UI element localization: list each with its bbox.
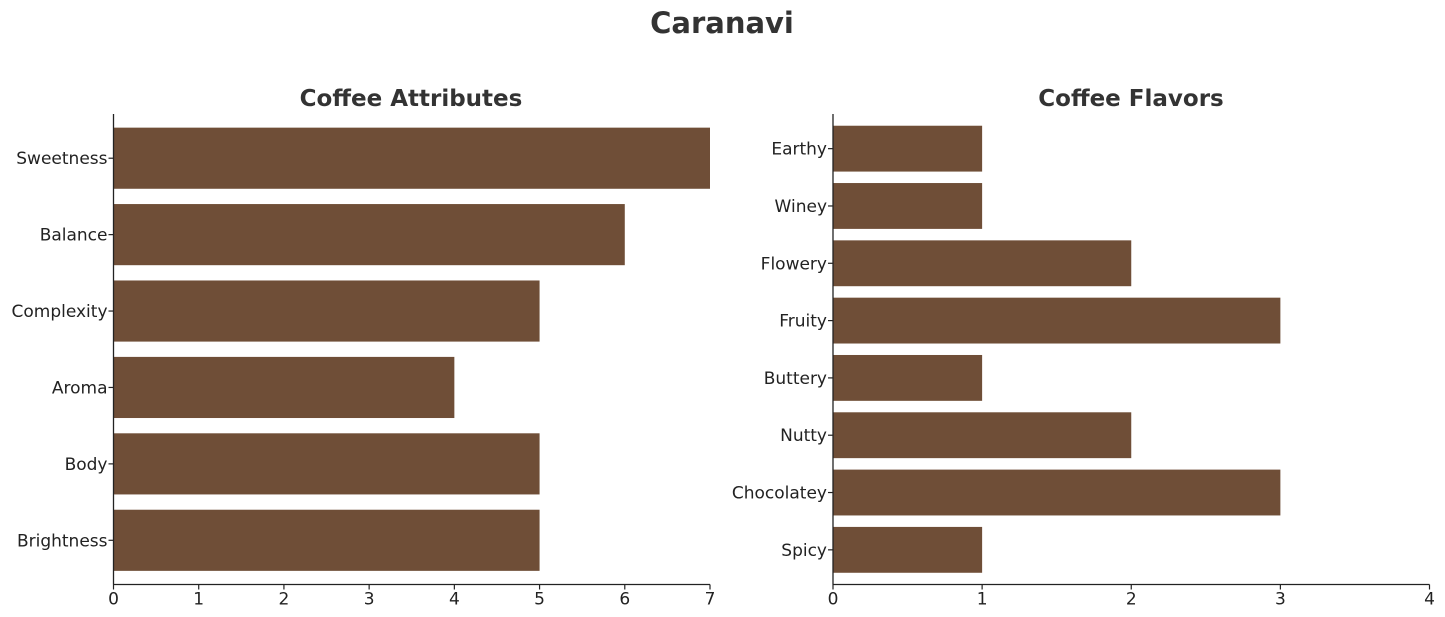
bar-sweetness xyxy=(113,127,710,189)
x-tick-label: 2 xyxy=(279,590,290,610)
y-tick-label-spicy: Spicy xyxy=(781,541,827,561)
bar-fruity xyxy=(833,297,1281,344)
x-tick-label: 3 xyxy=(1275,590,1286,610)
bar-winey xyxy=(833,183,983,229)
bar-balance xyxy=(113,204,625,266)
y-tick-label-chocolatey: Chocolatey xyxy=(732,484,827,504)
bar-flowery xyxy=(833,240,1132,287)
y-tick-label-complexity: Complexity xyxy=(11,302,107,322)
panel-title-attributes: Coffee Attributes xyxy=(300,86,523,112)
y-tick-label-sweetness: Sweetness xyxy=(16,149,107,169)
x-tick-label: 1 xyxy=(977,590,988,610)
y-tick-label-body: Body xyxy=(65,455,108,475)
bar-buttery xyxy=(833,354,983,401)
y-tick-label-brightness: Brightness xyxy=(17,531,108,551)
y-tick-label-nutty: Nutty xyxy=(780,426,827,446)
x-tick-label: 4 xyxy=(1424,590,1435,610)
flavors-bars: Earthy Winey Flowery Fruity Buttery Nutty Choc… xyxy=(732,114,1435,610)
y-tick-label-fruity: Fruity xyxy=(779,312,827,332)
panel-coffee-attributes: Coffee Attributes Sweetness Balance Comple… xyxy=(11,86,715,610)
x-tick-label: 5 xyxy=(534,590,545,610)
x-tick-label: 2 xyxy=(1126,590,1137,610)
bar-spicy xyxy=(833,526,983,573)
y-tick-label-winey: Winey xyxy=(775,197,827,217)
x-tick-label: 6 xyxy=(619,590,630,610)
bar-body xyxy=(113,433,540,495)
panel-coffee-flavors: Coffee Flavors Earthy Winey Flowery Fruity B… xyxy=(732,86,1435,610)
x-tick-label: 0 xyxy=(828,590,839,610)
x-tick-label: 4 xyxy=(449,590,460,610)
bar-nutty xyxy=(833,412,1132,459)
y-tick-label-balance: Balance xyxy=(40,226,108,246)
attributes-bars: Sweetness Balance Complexity Aroma Body Brigh… xyxy=(11,114,715,610)
bar-aroma xyxy=(113,356,455,419)
bar-earthy xyxy=(833,125,983,172)
x-tick-label: 0 xyxy=(108,590,119,610)
bar-brightness xyxy=(113,509,540,571)
y-tick-label-earthy: Earthy xyxy=(771,140,827,160)
y-tick-label-aroma: Aroma xyxy=(52,378,108,398)
x-tick-label: 7 xyxy=(705,590,716,610)
figure-title: Caranavi xyxy=(650,6,794,40)
x-tick-label: 3 xyxy=(364,590,375,610)
bar-chocolatey xyxy=(833,469,1281,516)
y-tick-label-flowery: Flowery xyxy=(761,254,827,274)
x-tick-label: 1 xyxy=(193,590,204,610)
y-tick-label-buttery: Buttery xyxy=(764,369,827,389)
bar-complexity xyxy=(113,280,540,342)
panel-title-flavors: Coffee Flavors xyxy=(1038,86,1223,112)
